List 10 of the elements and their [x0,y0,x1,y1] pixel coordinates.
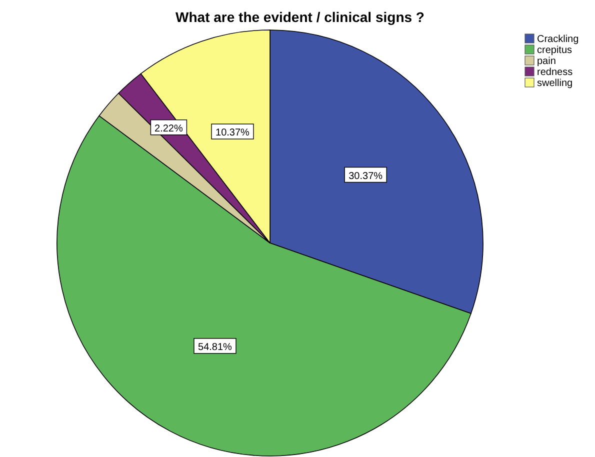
legend-label: swelling [537,78,573,89]
data-label: 30.37% [348,170,383,182]
legend-label: pain [537,56,556,67]
chart-title: What are the evident / clinical signs ? [176,9,424,25]
data-label: 54.81% [198,342,232,353]
data-label: 10.37% [216,128,250,139]
legend-label: Crackling [537,34,579,45]
legend-label: redness [537,67,573,78]
legend-label: crepitus [537,45,572,56]
data-label: 2.22% [154,123,183,134]
